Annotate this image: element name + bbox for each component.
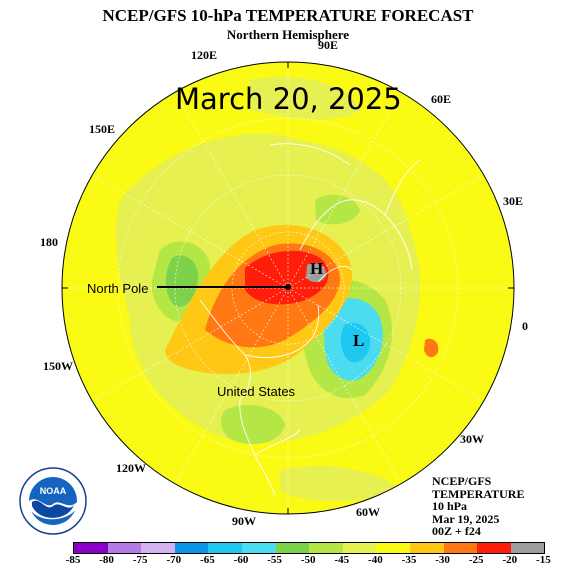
page-title: NCEP/GFS 10-hPa TEMPERATURE FORECAST — [102, 6, 474, 25]
info-line-date: Mar 19, 2025 — [432, 511, 500, 526]
colorbar-tick-label: -15 — [536, 554, 551, 566]
contour-minus45-south — [280, 466, 400, 502]
colorbar-tick-label: -80 — [99, 554, 114, 566]
lon-label-120w: 120W — [116, 461, 146, 475]
north-pole-marker — [285, 284, 291, 290]
contour-minus50-south — [220, 405, 285, 445]
lon-label-0: 0 — [522, 319, 528, 333]
colorbar-segment — [477, 543, 511, 553]
lon-label-90e: 90E — [318, 38, 339, 52]
colorbar-segment — [141, 543, 175, 553]
colorbar-ticks: -85 -80 -75 -70 -65 -60 -55 -50 -45 -40 -35 -30 -25 -… — [58, 554, 551, 568]
lon-label-120e: 120E — [191, 48, 218, 62]
low-pressure-marker: L — [353, 331, 365, 350]
lon-label-150w: 150W — [43, 359, 73, 373]
info-box: NCEP/GFS TEMPERATURE 10 hPa Mar 19, 2025… — [432, 475, 524, 538]
colorbar-segment — [74, 543, 108, 553]
united-states-label: United States — [217, 384, 296, 399]
colorbar-segment — [208, 543, 242, 553]
colorbar-segment — [241, 543, 276, 553]
colorbar-tick-label: -85 — [65, 554, 81, 566]
contour-minus25 — [245, 250, 329, 305]
longitude-grid — [62, 62, 514, 514]
colorbar — [73, 542, 546, 554]
contour-minus35-east — [424, 338, 439, 358]
colorbar-tick-label: -60 — [233, 554, 249, 566]
lon-label-90w: 90W — [232, 514, 256, 528]
colorbar-tick-label: -75 — [132, 554, 148, 566]
coastlines — [199, 143, 421, 496]
info-line-forecast: 00Z + f24 — [432, 524, 481, 538]
high-pressure-marker: H — [310, 259, 324, 278]
lon-label-60e: 60E — [431, 92, 452, 106]
lon-label-60w: 60W — [356, 505, 380, 519]
rim-ticks — [62, 62, 514, 514]
contour-minus50-east — [315, 194, 360, 225]
colorbar-tick-label: -45 — [334, 554, 350, 566]
lon-label-30e: 30E — [503, 194, 524, 208]
contour-minus45-north — [250, 76, 360, 120]
contour-minus20 — [306, 262, 327, 283]
colorbar-segment — [443, 543, 478, 553]
contour-minus55-west — [165, 255, 199, 307]
colorbar-segment — [342, 543, 377, 553]
colorbar-tick-label: -25 — [468, 554, 484, 566]
colorbar-segment — [275, 543, 310, 553]
date-overlay: March 20, 2025 — [175, 82, 402, 116]
colorbar-tick-label: -50 — [300, 554, 316, 566]
contour-minus65 — [340, 322, 371, 363]
colorbar-segment — [309, 543, 343, 553]
info-line-level: 10 hPa — [432, 499, 468, 513]
colorbar-segment — [510, 543, 545, 553]
colorbar-segment — [409, 543, 444, 553]
colorbar-tick-label: -55 — [267, 554, 282, 566]
logo-center-text: NOAA — [40, 486, 67, 496]
noaa-logo-icon: NOAA — [19, 467, 87, 535]
page-subtitle: Northern Hemisphere — [226, 27, 350, 42]
north-pole-label: North Pole — [87, 281, 149, 296]
lon-label-150e: 150E — [89, 122, 116, 136]
colorbar-tick-label: -20 — [502, 554, 518, 566]
colorbar-tick-label: -40 — [368, 554, 383, 566]
colorbar-segment — [107, 543, 142, 553]
colorbar-segment — [376, 543, 410, 553]
colorbar-tick-label: -65 — [200, 554, 215, 566]
lon-label-180: 180 — [40, 235, 58, 249]
colorbar-tick-label: -70 — [166, 554, 182, 566]
info-line-model: NCEP/GFS — [432, 474, 492, 488]
colorbar-segment — [174, 543, 209, 553]
colorbar-tick-label: -30 — [435, 554, 450, 566]
info-line-variable: TEMPERATURE — [432, 486, 525, 501]
colorbar-tick-label: -35 — [401, 554, 417, 566]
lon-label-30w: 30W — [460, 432, 484, 446]
